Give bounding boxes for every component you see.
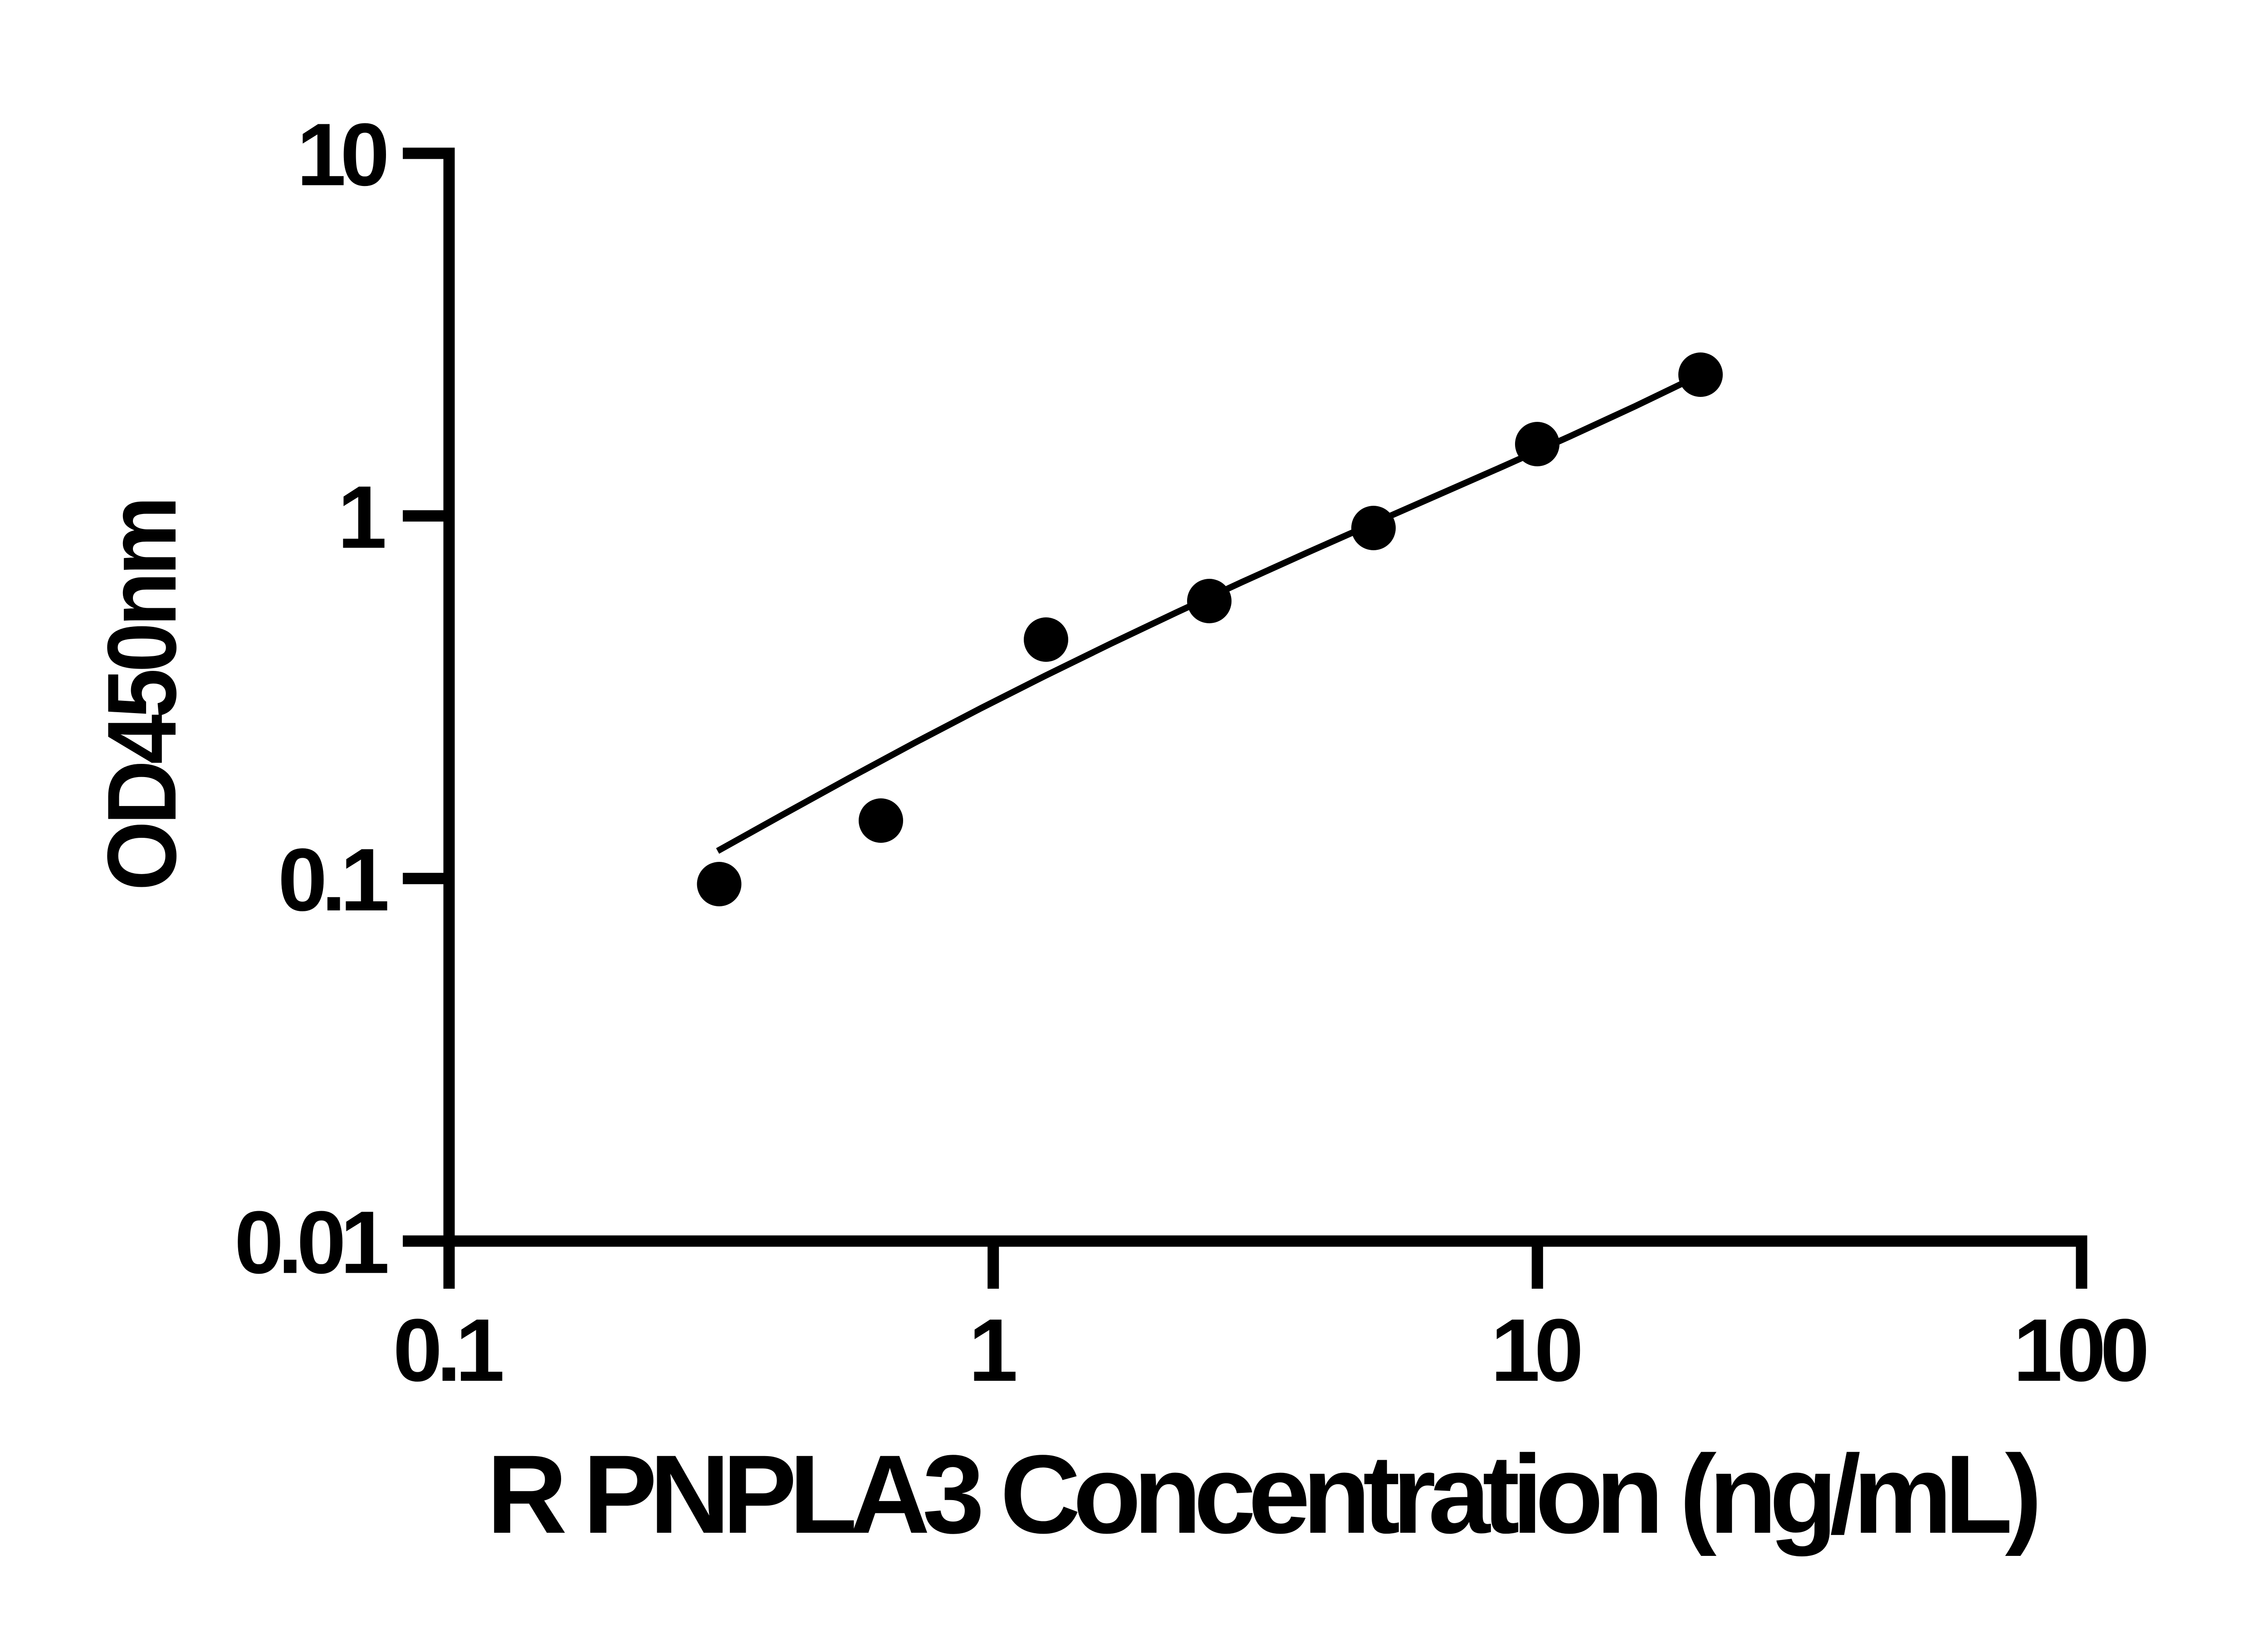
svg-text:100: 100 xyxy=(2013,1301,2146,1400)
svg-text:0.1: 0.1 xyxy=(278,830,387,929)
svg-text:1: 1 xyxy=(337,468,387,567)
svg-text:0.01: 0.01 xyxy=(235,1193,387,1292)
svg-text:R PNPLA3 Concentration (ng/mL): R PNPLA3 Concentration (ng/mL) xyxy=(487,1432,2037,1557)
svg-text:1: 1 xyxy=(968,1301,1018,1400)
svg-text:0.1: 0.1 xyxy=(393,1301,502,1400)
svg-text:10: 10 xyxy=(1491,1301,1580,1400)
svg-text:10: 10 xyxy=(297,105,386,204)
svg-text:OD450nm: OD450nm xyxy=(87,500,196,890)
